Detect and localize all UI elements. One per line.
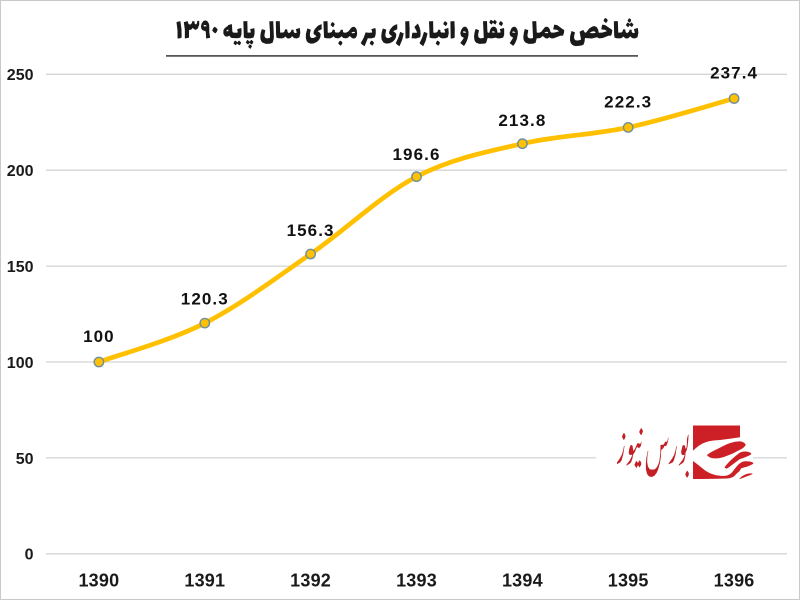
svg-text:1390: 1390 bbox=[78, 571, 119, 591]
svg-text:1396: 1396 bbox=[714, 571, 755, 591]
svg-text:213.8: 213.8 bbox=[498, 111, 546, 130]
svg-text:1394: 1394 bbox=[502, 571, 543, 591]
svg-text:1392: 1392 bbox=[290, 571, 331, 591]
svg-text:237.4: 237.4 bbox=[710, 64, 758, 83]
svg-text:222.3: 222.3 bbox=[604, 93, 652, 112]
svg-text:120.3: 120.3 bbox=[181, 290, 229, 309]
svg-text:100: 100 bbox=[83, 327, 115, 346]
svg-text:196.6: 196.6 bbox=[392, 145, 440, 164]
svg-text:50: 50 bbox=[16, 451, 34, 468]
svg-text:1393: 1393 bbox=[396, 571, 437, 591]
svg-text:156.3: 156.3 bbox=[287, 221, 335, 240]
svg-text:250: 250 bbox=[7, 67, 34, 84]
svg-text:0: 0 bbox=[25, 547, 34, 564]
svg-text:200: 200 bbox=[7, 163, 34, 180]
svg-text:1391: 1391 bbox=[184, 571, 225, 591]
svg-text:100: 100 bbox=[7, 355, 34, 372]
svg-text:150: 150 bbox=[7, 259, 34, 276]
svg-text:1395: 1395 bbox=[608, 571, 649, 591]
